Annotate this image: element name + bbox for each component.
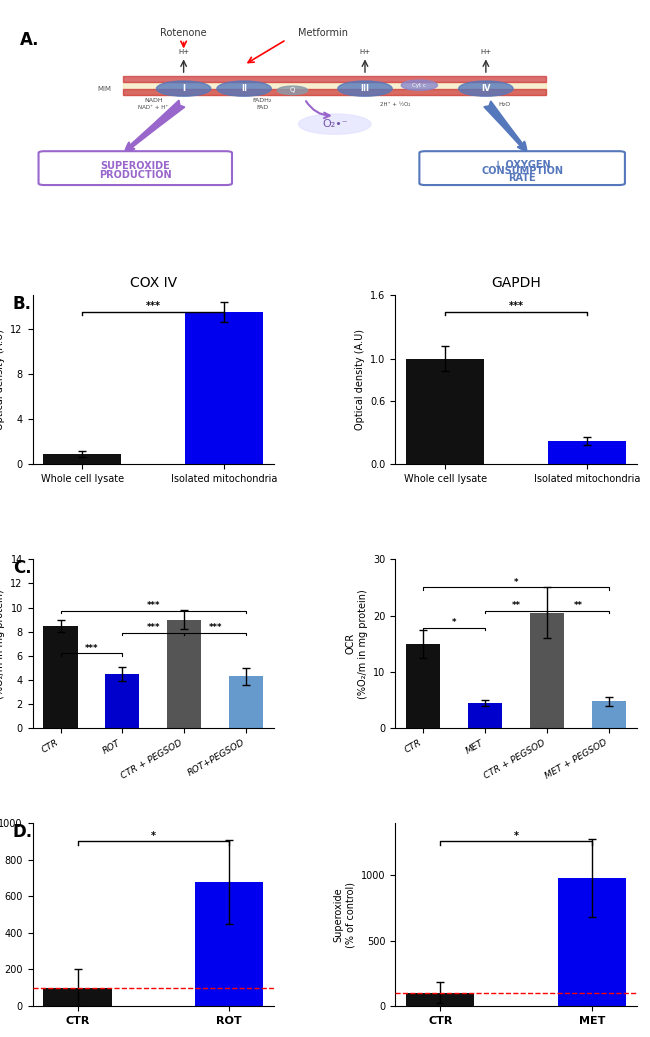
Circle shape [338,81,392,96]
Text: RATE: RATE [508,173,536,184]
Bar [124,76,546,82]
Text: III: III [361,84,369,93]
Circle shape [278,86,307,94]
Text: A.: A. [20,31,40,49]
Text: ***: *** [209,623,222,633]
Text: NAD⁺ + H⁺: NAD⁺ + H⁺ [138,105,168,110]
Text: Cyt c: Cyt c [413,83,426,88]
Y-axis label: Superoxide
(% of control): Superoxide (% of control) [334,881,356,948]
Text: ***: *** [147,601,160,610]
Bar [44,987,112,1006]
Text: II: II [241,84,247,93]
Circle shape [217,81,271,96]
Y-axis label: Optical density (A.U): Optical density (A.U) [355,329,365,430]
Bar [44,625,77,728]
Text: ***: *** [84,644,98,652]
Text: I: I [182,84,185,93]
Text: H+: H+ [359,49,370,55]
Bar [229,676,263,728]
Text: MIM: MIM [97,86,111,91]
Text: ↓ OXYGEN: ↓ OXYGEN [494,160,551,170]
Bar [468,703,502,728]
Bar [185,312,263,465]
Text: C.: C. [13,559,32,578]
FancyBboxPatch shape [38,151,232,185]
Text: O₂•⁻: O₂•⁻ [322,119,348,130]
Text: Rotenone: Rotenone [161,28,207,38]
Text: **: ** [573,601,582,610]
Bar [406,644,440,728]
Text: D.: D. [13,823,33,841]
Circle shape [157,81,211,96]
Bar [530,613,564,728]
Text: B.: B. [13,296,32,313]
Bar [44,454,122,465]
Bar [406,992,474,1006]
Circle shape [459,81,513,96]
Bar [548,441,626,465]
Text: SUPEROXIDE: SUPEROXIDE [100,162,170,171]
Title: COX IV: COX IV [130,276,177,289]
FancyBboxPatch shape [419,151,625,185]
Text: *: * [151,831,156,841]
Bar [124,82,546,95]
Text: ***: *** [146,302,161,311]
Text: ***: *** [508,302,524,311]
Text: CONSUMPTION: CONSUMPTION [481,167,563,176]
Bar [105,674,140,728]
Bar [167,619,202,728]
Text: *: * [514,578,518,587]
Text: H+: H+ [480,49,491,55]
Bar [406,359,484,465]
Text: NADH: NADH [144,99,162,103]
Text: ***: *** [147,623,160,633]
Text: Metformin: Metformin [298,28,348,38]
Bar [592,701,626,728]
Text: Q: Q [290,87,295,93]
Text: IV: IV [481,84,491,93]
Text: *: * [452,618,456,627]
Bar [124,89,546,95]
Bar [558,878,626,1006]
Y-axis label: Optical density (A.U): Optical density (A.U) [0,329,5,430]
Text: H+: H+ [178,49,189,55]
Text: **: ** [512,601,521,610]
Title: GAPDH: GAPDH [491,276,541,289]
Text: FADH₂: FADH₂ [252,99,272,103]
Text: FAD: FAD [256,105,268,110]
Circle shape [401,80,437,90]
Bar [195,881,263,1006]
Text: *: * [514,831,519,841]
Circle shape [298,114,371,134]
Y-axis label: OCR
(%O₂/m in mg protein): OCR (%O₂/m in mg protein) [0,589,5,699]
Text: 2H⁺ + ½O₂: 2H⁺ + ½O₂ [380,102,410,107]
Y-axis label: OCR
(%O₂/m in mg protein): OCR (%O₂/m in mg protein) [346,589,367,699]
Text: H₂O: H₂O [498,102,510,107]
Text: PRODUCTION: PRODUCTION [99,170,172,179]
